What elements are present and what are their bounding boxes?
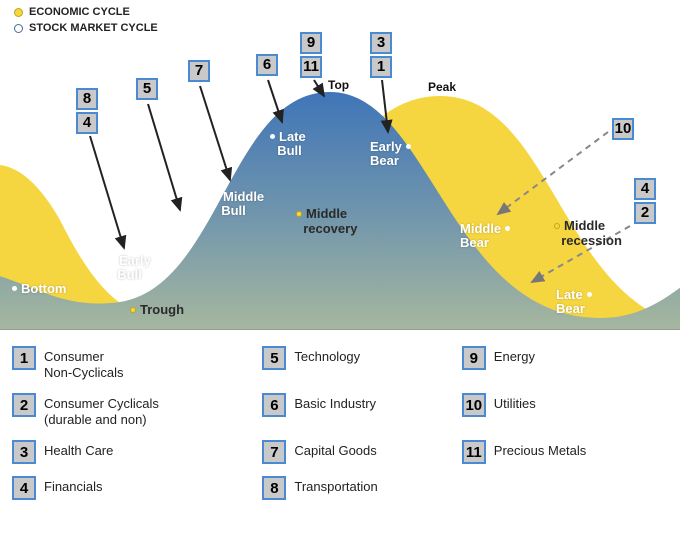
callout-4-2: 42 bbox=[634, 178, 656, 224]
legend-stock: STOCK MARKET CYCLE bbox=[29, 20, 158, 36]
sector-10: 10Utilities bbox=[462, 393, 668, 417]
callout-9-11: 911 bbox=[300, 32, 322, 78]
label-top: Top bbox=[328, 78, 349, 92]
phase-middle-bear: MiddleBear bbox=[460, 222, 514, 250]
phase-early-bear: EarlyBear bbox=[370, 140, 415, 168]
phase-late-bear: LateBear bbox=[556, 288, 596, 316]
legend: ECONOMIC CYCLE STOCK MARKET CYCLE bbox=[14, 4, 158, 36]
phase-middle-bull: Middle Bull bbox=[214, 190, 264, 218]
phase-early-bull: Early Bull bbox=[110, 254, 151, 282]
callout-3-1: 31 bbox=[370, 32, 392, 78]
sector-3: 3Health Care bbox=[12, 440, 254, 464]
legend-dot-stock-icon bbox=[14, 24, 23, 33]
econ-middle-recession: Middle recession bbox=[554, 218, 622, 248]
callout-8-4: 84 bbox=[76, 88, 98, 134]
cycle-chart: ECONOMIC CYCLE STOCK MARKET CYCLE Top Pe… bbox=[0, 0, 680, 330]
label-peak: Peak bbox=[428, 80, 456, 94]
callout-5: 5 bbox=[136, 78, 158, 100]
econ-middle-recovery: Middle recovery bbox=[296, 206, 357, 236]
sector-legend: 1ConsumerNon-Cyclicals 5Technology 9Ener… bbox=[0, 330, 680, 520]
phase-bottom: Bottom bbox=[12, 282, 67, 296]
econ-trough: Trough bbox=[130, 302, 184, 317]
sector-5: 5Technology bbox=[262, 346, 453, 370]
legend-dot-economic-icon bbox=[14, 8, 23, 17]
sector-11: 11Precious Metals bbox=[462, 440, 668, 464]
sector-8: 8Transportation bbox=[262, 476, 453, 500]
sector-7: 7Capital Goods bbox=[262, 440, 453, 464]
sector-9: 9Energy bbox=[462, 346, 668, 370]
callout-7: 7 bbox=[188, 60, 210, 82]
sector-1: 1ConsumerNon-Cyclicals bbox=[12, 346, 254, 381]
callout-6: 6 bbox=[256, 54, 278, 76]
phase-late-bull: Late Bull bbox=[270, 130, 306, 158]
sector-4: 4Financials bbox=[12, 476, 254, 500]
sector-2: 2Consumer Cyclicals(durable and non) bbox=[12, 393, 254, 428]
chart-svg bbox=[0, 0, 680, 330]
callout-10: 10 bbox=[612, 118, 634, 140]
sector-6: 6Basic Industry bbox=[262, 393, 453, 417]
legend-economic: ECONOMIC CYCLE bbox=[29, 4, 130, 20]
